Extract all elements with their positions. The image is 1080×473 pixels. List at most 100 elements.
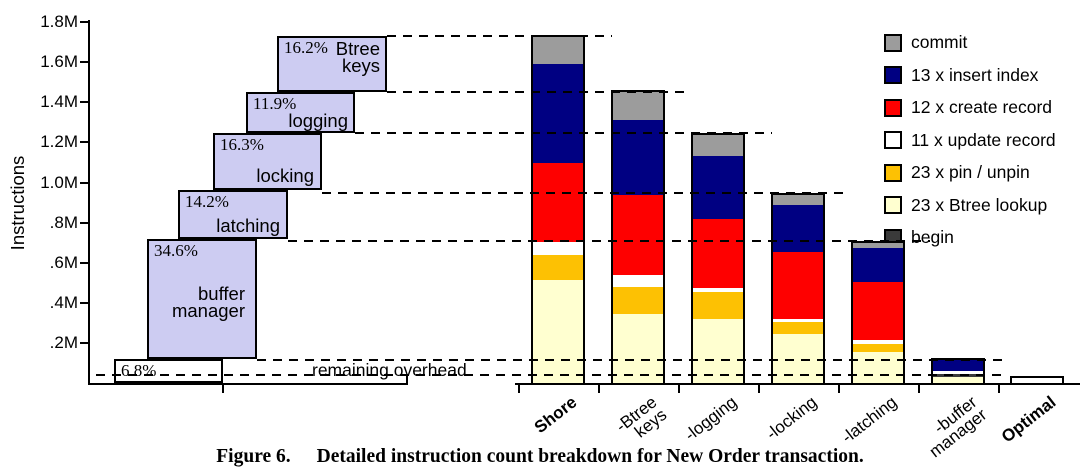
waterfall-pct-logging: 11.9% — [253, 94, 297, 114]
y-tick — [80, 301, 89, 304]
legend-swatch-commit — [884, 33, 902, 52]
y-tick — [80, 341, 89, 344]
bar-minus-btree-keys — [611, 90, 665, 385]
y-tick-label: .6M — [49, 252, 78, 272]
bar-segment-create_record — [533, 162, 583, 243]
waterfall-box-btree-keys: 16.2% Btree keys — [277, 35, 387, 93]
y-tick — [80, 21, 89, 24]
bar-segment-create_record — [853, 280, 903, 341]
bar-segment-update_record — [533, 241, 583, 256]
legend-swatch-update_record — [884, 131, 902, 149]
bar-segment-create_record — [693, 217, 743, 288]
legend-swatch-create_record — [884, 98, 902, 117]
waterfall-label-logging: logging — [288, 110, 348, 132]
left-x-tick — [222, 385, 224, 393]
bar-segment-optimal — [1012, 377, 1062, 383]
legend-row-insert_index: 13 x insert index — [884, 65, 1038, 86]
y-tick-label: 1.8M — [40, 12, 78, 32]
x-tick — [758, 385, 760, 393]
bar-minus-latching — [851, 241, 905, 385]
waterfall-pct-latching: 14.2% — [185, 191, 229, 211]
y-tick-label: 1.6M — [40, 52, 78, 72]
waterfall-label-latching: latching — [216, 215, 280, 237]
legend-label-create_record: 12 x create record — [911, 97, 1053, 117]
y-tick — [80, 101, 89, 104]
y-tick — [80, 181, 89, 184]
waterfall-box-remaining-overhead: 6.8% — [114, 359, 223, 383]
guide-line — [322, 192, 846, 195]
y-tick-label: 1.2M — [40, 132, 78, 152]
bar-minus-buffer-manager — [931, 357, 985, 385]
legend-label-update_record: 11 x update record — [911, 129, 1056, 150]
guide-line — [257, 358, 1006, 361]
x-tick — [598, 385, 600, 393]
y-tick — [80, 141, 89, 144]
legend-row-create_record: 12 x create record — [884, 97, 1052, 118]
guide-line-label: remaining overhead — [312, 360, 467, 380]
legend-label-btree_lookup: 23 x Btree lookup — [911, 194, 1048, 215]
y-tick-label: 1.4M — [40, 92, 78, 112]
left-x-axis-end-tick — [406, 376, 408, 384]
bar-segment-btree_lookup — [933, 375, 983, 383]
bar-segment-btree_lookup — [853, 350, 903, 383]
bar-minus-locking — [771, 193, 825, 385]
legend-label-begin: begin — [911, 227, 954, 247]
legend-row-btree_lookup: 23 x Btree lookup — [884, 195, 1047, 216]
guide-line — [355, 132, 772, 135]
bar-shore — [531, 35, 585, 385]
legend-swatch-btree_lookup — [884, 196, 902, 214]
bar-segment-commit — [853, 243, 903, 249]
bar-segment-pin_unpin — [533, 254, 583, 281]
waterfall-pct-locking: 16.3% — [220, 135, 264, 155]
y-tick — [80, 261, 89, 264]
left-x-axis — [88, 383, 408, 385]
legend: commit 13 x insert index 12 x create recor… — [884, 32, 1080, 260]
bar-segment-pin_unpin — [693, 290, 743, 319]
y-tick-label: .4M — [49, 292, 78, 312]
x-tick — [918, 385, 920, 393]
bar-segment-update_record — [613, 274, 663, 287]
legend-swatch-insert_index — [884, 66, 902, 84]
bar-segment-btree_lookup — [533, 279, 583, 383]
bar-segment-insert_index — [853, 247, 903, 282]
waterfall-pct-btree-keys: 16.2% — [284, 37, 328, 57]
bar-segment-pin_unpin — [773, 321, 823, 335]
y-tick — [80, 221, 89, 224]
waterfall-box-buffer-manager: 34.6% buffer manager — [147, 239, 257, 360]
bar-segment-create_record — [613, 194, 663, 276]
legend-label-commit: commit — [911, 32, 968, 52]
bar-segment-pin_unpin — [613, 285, 663, 314]
waterfall-label-locking: locking — [256, 164, 314, 186]
legend-row-pin_unpin: 23 x pin / unpin — [884, 162, 1030, 183]
figure-caption: Figure 6. Detailed instruction count brea… — [0, 446, 1080, 468]
bar-segment-commit — [613, 92, 663, 121]
figure-caption-text: Detailed instruction count breakdown for… — [316, 446, 864, 467]
y-tick-label: .8M — [49, 212, 78, 232]
y-axis — [88, 20, 90, 385]
bar-optimal — [1010, 375, 1064, 385]
x-tick — [838, 385, 840, 393]
y-tick — [80, 61, 89, 64]
x-tick — [998, 385, 1000, 393]
legend-row-update_record: 11 x update record — [884, 130, 1056, 151]
bar-segment-pin_unpin — [853, 343, 903, 352]
bar-segment-btree_lookup — [613, 312, 663, 383]
y-tick-label: .2M — [49, 332, 78, 352]
figure-caption-label: Figure 6. — [216, 446, 291, 467]
x-tick — [678, 385, 680, 393]
bar-minus-logging — [691, 132, 745, 385]
y-tick-label: 1.0M — [40, 172, 78, 192]
waterfall-box-logging: 11.9% logging — [246, 92, 355, 134]
waterfall-box-latching: 14.2% latching — [178, 189, 288, 240]
guide-line — [387, 34, 612, 37]
waterfall-label-btree-keys: Btree keys — [335, 37, 380, 76]
waterfall-box-locking: 16.3% locking — [213, 133, 322, 190]
bar-segment-insert_index — [693, 155, 743, 219]
guide-line — [288, 239, 930, 242]
bar-segment-commit — [693, 134, 743, 157]
waterfall-label-buffer-manager: buffer manager — [171, 283, 245, 322]
legend-row-commit: commit — [884, 32, 967, 53]
bar-segment-create_record — [773, 251, 823, 320]
